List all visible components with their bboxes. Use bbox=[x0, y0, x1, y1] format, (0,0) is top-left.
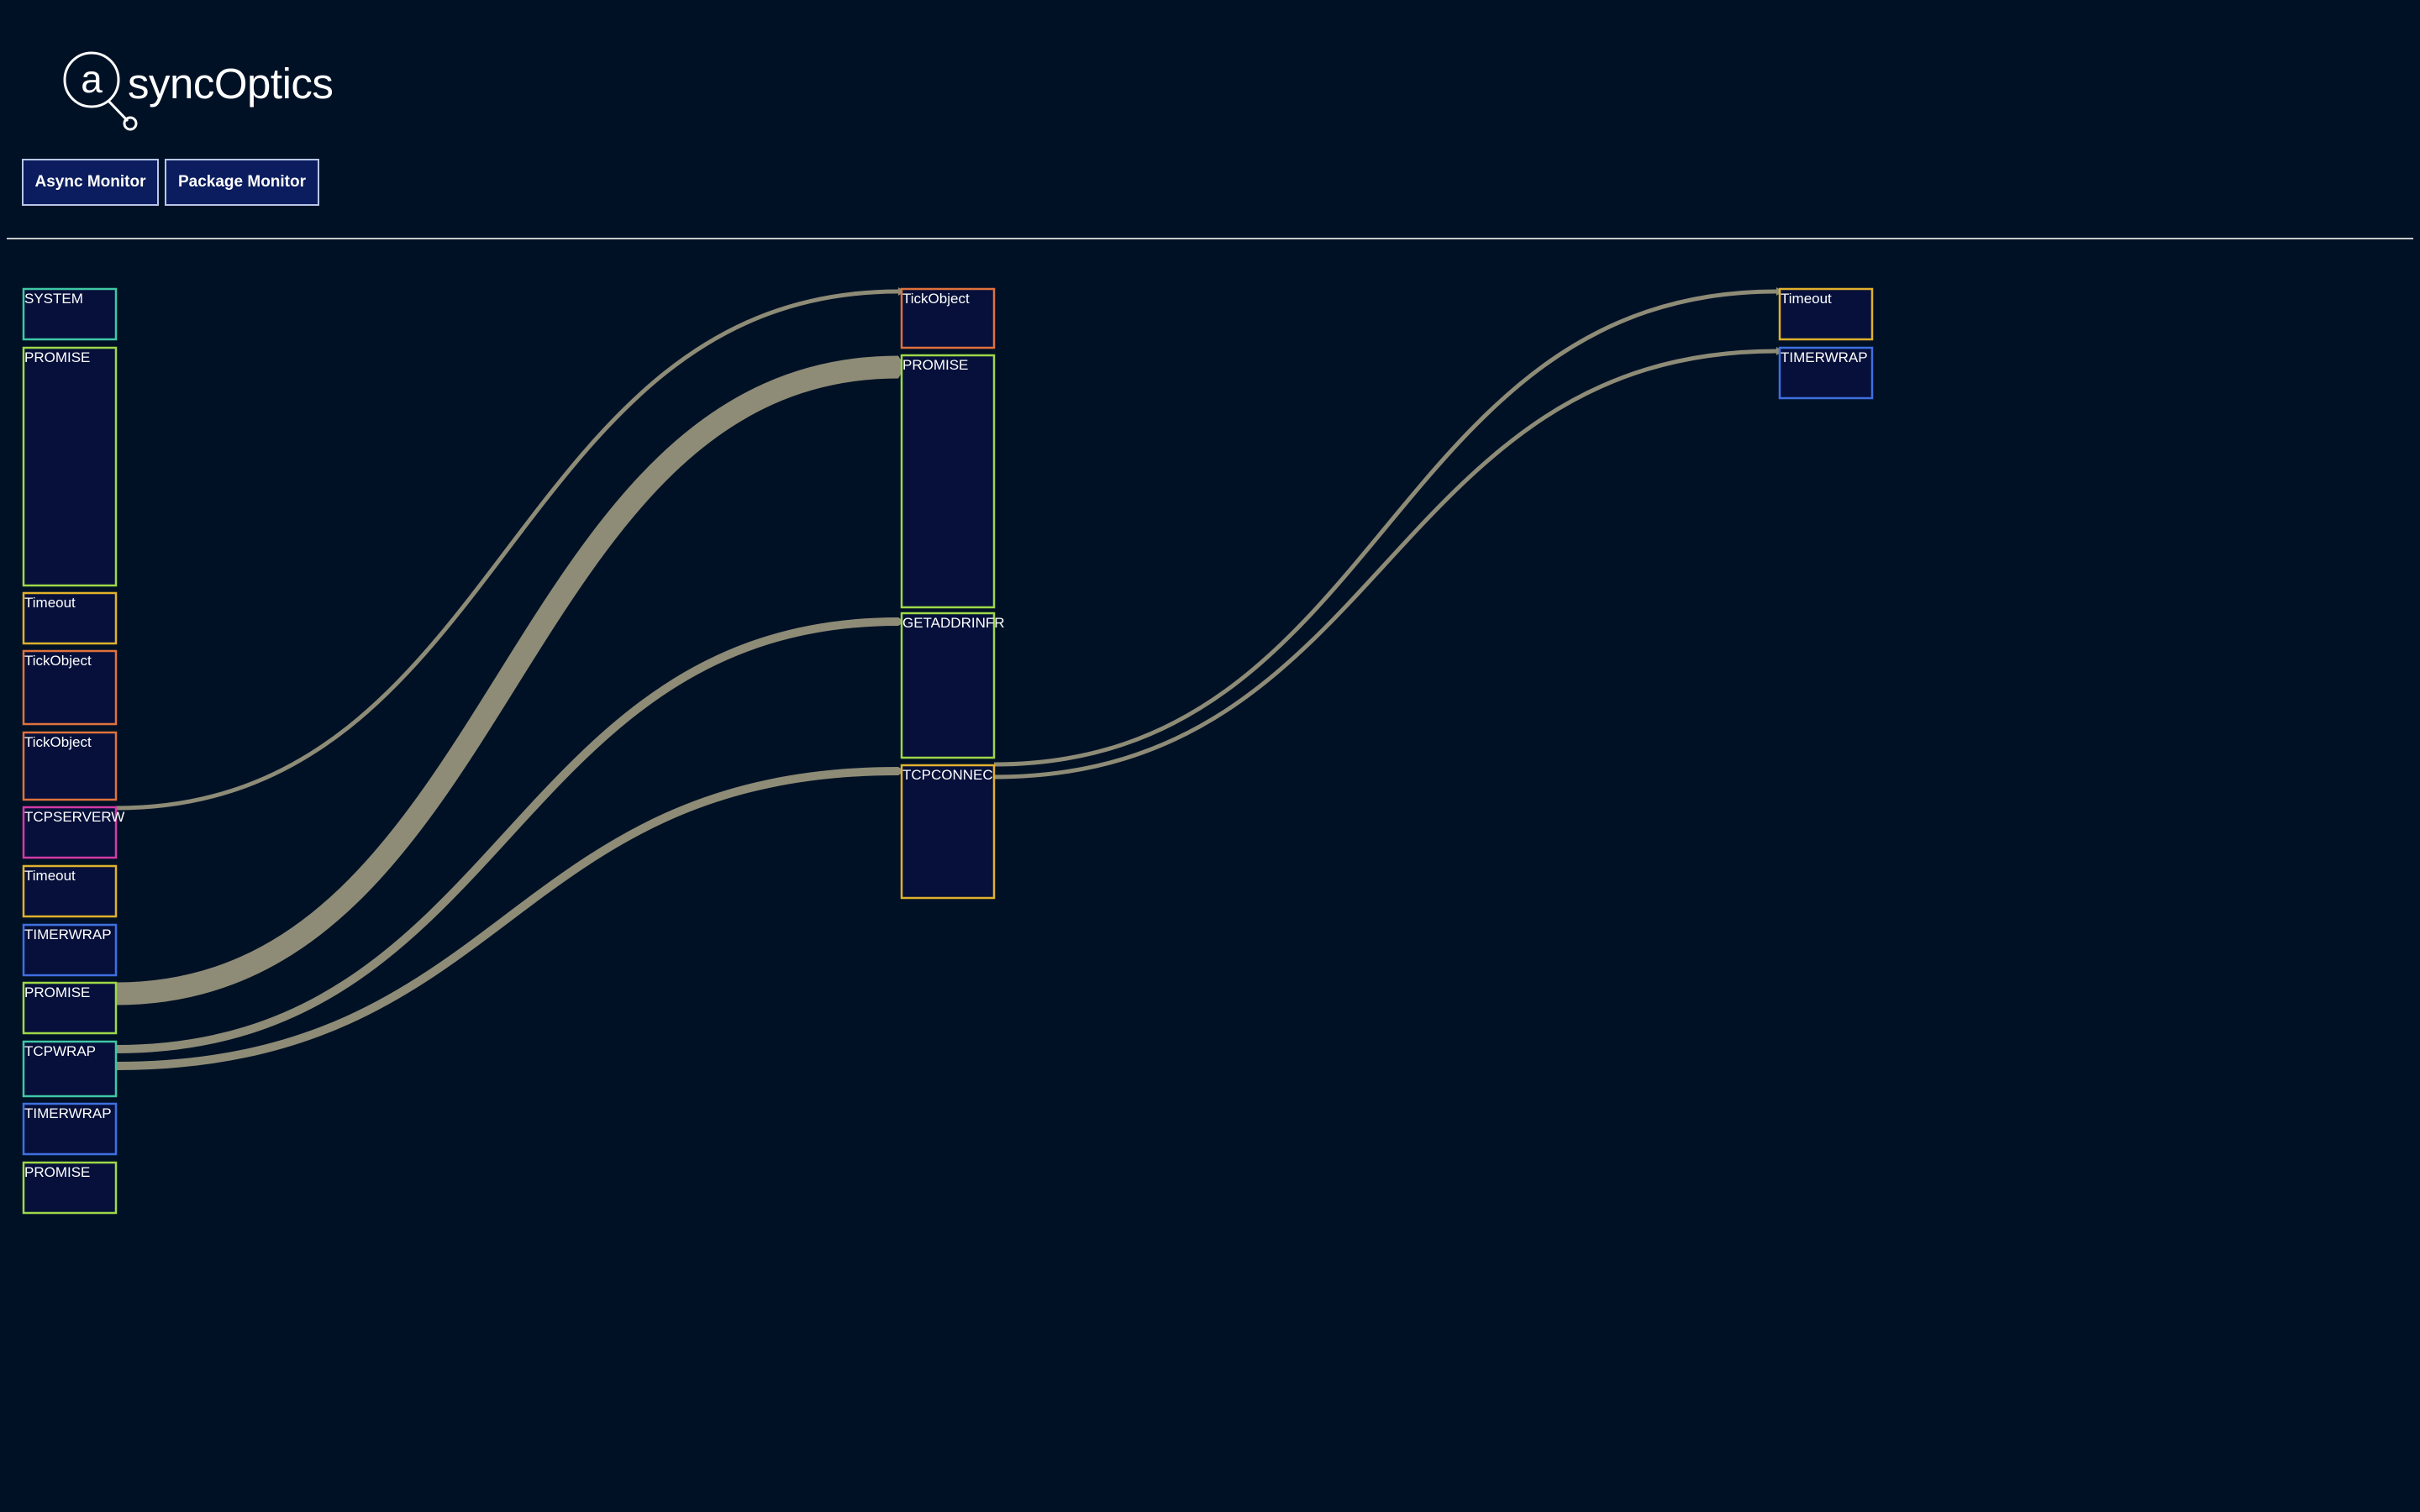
node-box[interactable] bbox=[22, 1161, 118, 1215]
node-box[interactable] bbox=[22, 806, 118, 859]
node-label: TIMERWRAP bbox=[24, 927, 112, 942]
node-box[interactable] bbox=[22, 287, 118, 341]
flow-link bbox=[115, 289, 899, 811]
async-monitor-button[interactable]: Async Monitor bbox=[22, 159, 159, 206]
node-tickobject[interactable]: TickObject bbox=[900, 287, 996, 349]
node-timeout[interactable]: Timeout bbox=[1778, 287, 1874, 341]
flow-link bbox=[993, 289, 1777, 767]
node-box[interactable] bbox=[22, 731, 118, 801]
logo-text: syncOptics bbox=[128, 60, 334, 108]
node-label: TCPSERVERW bbox=[24, 809, 124, 825]
node-box[interactable] bbox=[22, 923, 118, 977]
node-box[interactable] bbox=[900, 612, 996, 759]
node-box[interactable] bbox=[900, 354, 996, 609]
node-label: TickObject bbox=[24, 734, 92, 750]
node-label: PROMISE bbox=[24, 984, 90, 1000]
node-promise[interactable]: PROMISE bbox=[22, 346, 118, 587]
node-label: PROMISE bbox=[24, 1164, 90, 1180]
package-monitor-button[interactable]: Package Monitor bbox=[165, 159, 319, 206]
node-label: TickObject bbox=[24, 653, 92, 669]
node-box[interactable] bbox=[1778, 346, 1874, 400]
node-promise[interactable]: PROMISE bbox=[22, 1161, 118, 1215]
node-system[interactable]: SYSTEM bbox=[22, 287, 118, 341]
links-layer bbox=[115, 287, 1783, 1070]
node-box[interactable] bbox=[22, 346, 118, 587]
node-box[interactable] bbox=[22, 1102, 118, 1156]
header-divider bbox=[7, 238, 2413, 239]
node-label: Timeout bbox=[24, 868, 76, 884]
flow-link bbox=[115, 617, 899, 1053]
node-label: GETADDRINFR bbox=[902, 615, 1005, 631]
node-timerwrap[interactable]: TIMERWRAP bbox=[22, 1102, 118, 1156]
node-tickobject[interactable]: TickObject bbox=[22, 649, 118, 726]
node-box[interactable] bbox=[22, 649, 118, 726]
node-timerwrap[interactable]: TIMERWRAP bbox=[22, 923, 118, 977]
node-label: TCPCONNEC bbox=[902, 767, 993, 783]
asyncoptics-logo: a syncOptics bbox=[62, 49, 334, 136]
node-label: Timeout bbox=[1781, 291, 1832, 307]
node-timeout[interactable]: Timeout bbox=[22, 864, 118, 918]
node-label: PROMISE bbox=[24, 349, 90, 365]
node-tcpwrap[interactable]: TCPWRAP bbox=[22, 1040, 118, 1098]
node-label: Timeout bbox=[24, 595, 76, 611]
node-box[interactable] bbox=[22, 591, 118, 645]
node-box[interactable] bbox=[1778, 287, 1874, 341]
node-tickobject[interactable]: TickObject bbox=[22, 731, 118, 801]
flow-link bbox=[115, 767, 899, 1070]
node-getaddrinforeqwrap[interactable]: GETADDRINFR bbox=[900, 612, 1005, 759]
node-box[interactable] bbox=[22, 981, 118, 1035]
node-promise[interactable]: PROMISE bbox=[22, 981, 118, 1035]
node-box[interactable] bbox=[22, 1040, 118, 1098]
node-box[interactable] bbox=[900, 764, 996, 900]
logo-mark-letter: a bbox=[81, 57, 103, 101]
node-label: TIMERWRAP bbox=[1781, 349, 1868, 365]
node-tcpserverwrap[interactable]: TCPSERVERW bbox=[22, 806, 124, 859]
node-label: TickObject bbox=[902, 291, 970, 307]
nodes-layer: SYSTEM PROMISE Timeout TickObject TickObject… bbox=[22, 287, 1874, 1215]
node-label: PROMISE bbox=[902, 357, 968, 373]
node-box[interactable] bbox=[22, 864, 118, 918]
flow-link bbox=[993, 349, 1777, 780]
node-label: SYSTEM bbox=[24, 291, 83, 307]
node-tcpconnectwrap[interactable]: TCPCONNEC bbox=[900, 764, 996, 900]
node-box[interactable] bbox=[900, 287, 996, 349]
node-label: TCPWRAP bbox=[24, 1043, 96, 1059]
node-promise[interactable]: PROMISE bbox=[900, 354, 996, 609]
node-timerwrap[interactable]: TIMERWRAP bbox=[1778, 346, 1874, 400]
node-timeout[interactable]: Timeout bbox=[22, 591, 118, 645]
logo-mark-icon: a bbox=[63, 51, 138, 131]
node-label: TIMERWRAP bbox=[24, 1105, 112, 1121]
flow-link bbox=[115, 355, 899, 1005]
